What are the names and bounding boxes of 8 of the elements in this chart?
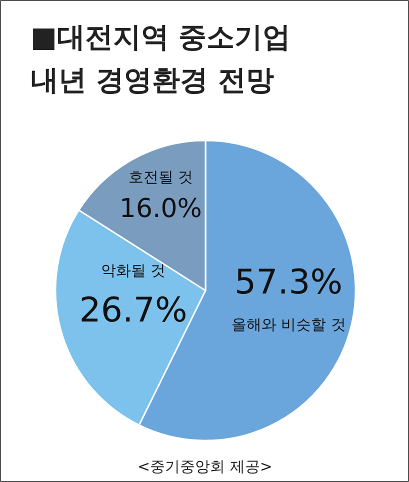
data-label: 57.3%: [234, 262, 343, 303]
slice-label: 악화될 것: [100, 262, 166, 280]
chart-title: ■대전지역 중소기업 내년 경영환경 전망: [30, 20, 291, 96]
slice-label: 올해와 비슷할 것: [231, 316, 346, 334]
data-label: 16.0%: [119, 194, 202, 224]
slice-label: 호전될 것: [128, 168, 194, 186]
data-label: 26.7%: [79, 290, 188, 331]
text: <중기중앙회 제공>: [138, 458, 272, 476]
